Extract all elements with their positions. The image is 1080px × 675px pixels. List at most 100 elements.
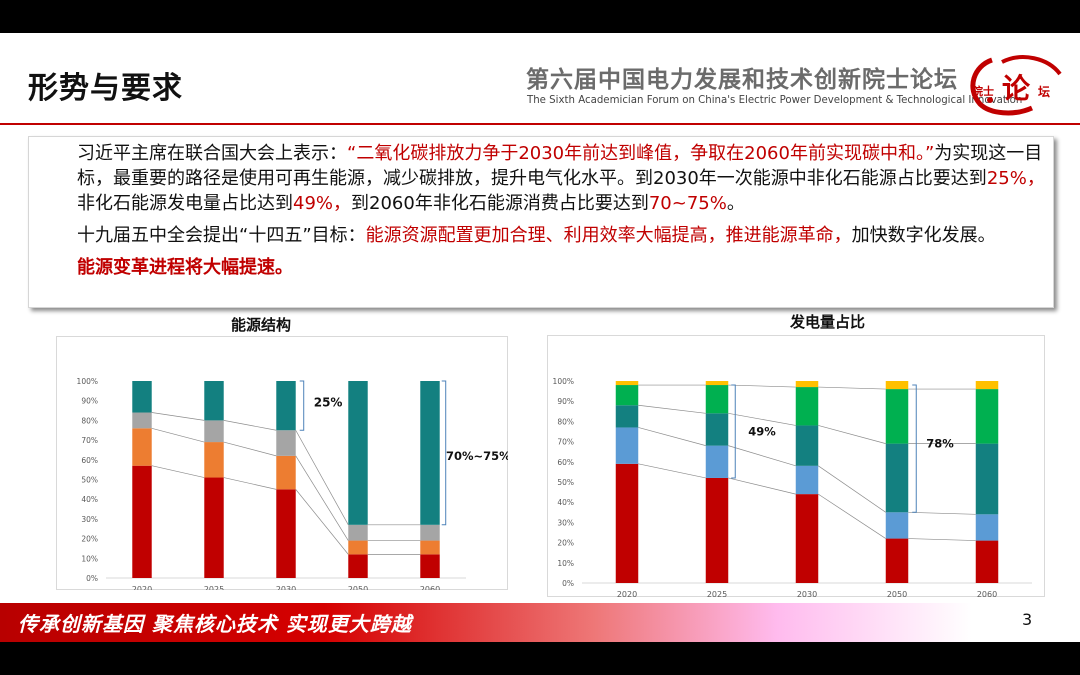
chart-2-series-lines bbox=[728, 445, 796, 467]
chart-2-y-tick: 90% bbox=[557, 397, 574, 406]
chart-1-annotation-70-75: 70%~75% bbox=[446, 449, 508, 463]
chart-1-y-tick: 70% bbox=[81, 436, 98, 445]
chart-2-x-tick: 2030 bbox=[797, 590, 817, 597]
chart-1-bar-segment bbox=[276, 381, 296, 431]
forum-title-en: The Sixth Academician Forum on China's E… bbox=[527, 95, 1023, 106]
chart-1-title: 能源结构 bbox=[231, 316, 292, 334]
chart-1-bar-segment bbox=[204, 420, 224, 443]
chart-1-series-lines bbox=[151, 412, 205, 421]
chart-1-x-tick: 2060 bbox=[420, 585, 440, 590]
chart-2-y-tick: 60% bbox=[557, 458, 574, 467]
chart-1-series-lines bbox=[223, 441, 277, 457]
chart-1-y-tick: 0% bbox=[86, 574, 98, 583]
chart-1-bar-segment bbox=[204, 442, 224, 478]
chart-2-bar-segment bbox=[795, 387, 819, 426]
chart-2-bracket-2050 bbox=[912, 384, 917, 513]
chart-1-bar-segment bbox=[132, 465, 152, 578]
p1-body-3: 到2060年非化石能源消费占比要达到 bbox=[351, 193, 649, 214]
chart-2-bar-segment bbox=[705, 413, 729, 446]
footer-slogan: 传承创新基因 聚焦核心技术 实现更大跨越 bbox=[18, 612, 412, 636]
page-title: 形势与要求 bbox=[28, 71, 183, 106]
chart-1-bar-segment bbox=[348, 381, 368, 525]
chart-2-annotation-49: 49% bbox=[748, 425, 776, 439]
chart-2-bar-segment bbox=[705, 381, 729, 386]
forum-title-cn: 第六届中国电力发展和技术创新院士论坛 bbox=[526, 67, 958, 93]
chart-1-y-tick: 80% bbox=[81, 416, 98, 425]
chart-1-annotation-25: 25% bbox=[314, 396, 343, 410]
chart-2-series-lines bbox=[908, 511, 976, 515]
chart-1-series-lines bbox=[151, 427, 205, 443]
chart-2-bar-segment bbox=[795, 494, 819, 583]
chart-2-x-tick: 2050 bbox=[887, 590, 907, 597]
footer-band bbox=[0, 603, 1080, 642]
chart-2-bar-segment bbox=[705, 445, 729, 478]
chart-1-bar-segment bbox=[420, 381, 440, 525]
chart-2-bar-segment bbox=[615, 381, 639, 386]
chart-2-bar-segment bbox=[885, 381, 909, 390]
chart-1-y-tick: 90% bbox=[81, 397, 98, 406]
chart-1-x-tick: 2050 bbox=[348, 585, 368, 590]
statement-textbox: 习近平主席在联合国大会上表示：“二氧化碳排放力争于2030年前达到峰值，争取在2… bbox=[28, 136, 1054, 308]
chart-1-bar-segment bbox=[348, 554, 368, 578]
chart-2-annotation-78: 78% bbox=[926, 437, 954, 451]
chart-2-bar-segment bbox=[795, 465, 819, 495]
chart-1-y-tick: 10% bbox=[81, 554, 98, 563]
chart-2-bar-segment bbox=[705, 385, 729, 414]
p2-intro: 十九届五中全会提出“十四五”目标： bbox=[77, 225, 366, 246]
chart-1-bar-segment bbox=[420, 554, 440, 578]
chart-1-bar-segment bbox=[420, 540, 440, 555]
chart-2-series-lines bbox=[818, 386, 886, 390]
chart-2-series-lines bbox=[728, 384, 796, 388]
p1-49pct: 49%， bbox=[293, 193, 352, 214]
generation-share-chart: 0% 10% 20% 30% 40% 50% 60% 70% 80% 90% 100% 2020 202… bbox=[553, 377, 1032, 597]
chart-2-bar-segment bbox=[975, 443, 999, 515]
chart-1-series-lines bbox=[295, 489, 349, 555]
chart-1-series-lines bbox=[223, 477, 277, 490]
chart-2-y-tick: 40% bbox=[557, 498, 574, 507]
chart-1-x-tick: 2030 bbox=[276, 585, 296, 590]
chart-2-bar-segment bbox=[795, 381, 819, 388]
chart-2-x-tick: 2025 bbox=[707, 590, 727, 597]
chart-1-y-tick: 100% bbox=[77, 377, 98, 386]
chart-1-y-tick: 40% bbox=[81, 495, 98, 504]
chart-2-bar-segment bbox=[975, 514, 999, 541]
chart-1-bar-segment bbox=[132, 381, 152, 413]
chart-2-bar-segment bbox=[885, 538, 909, 583]
chart-2-series-lines bbox=[908, 538, 976, 541]
chart-2-y-tick: 80% bbox=[557, 417, 574, 426]
energy-structure-chart: 0% 10% 20% 30% 40% 50% 60% 70% 80% 90% 100% 2020 202… bbox=[77, 377, 508, 590]
chart-1-bar-segment bbox=[132, 412, 152, 429]
chart-2-bar-segment bbox=[615, 463, 639, 583]
chart-2-bar-segment bbox=[615, 427, 639, 464]
chart-1-x-tick: 2025 bbox=[204, 585, 224, 590]
chart-1-y-tick: 60% bbox=[81, 456, 98, 465]
chart-1-series-lines bbox=[295, 430, 349, 525]
chart-1-series-lines bbox=[223, 420, 277, 431]
chart-2-bar-segment bbox=[615, 385, 639, 406]
chart-1-bracket-2030 bbox=[299, 380, 305, 431]
chart-2-series-lines bbox=[728, 477, 796, 495]
p1-body-2: 非化石能源发电量占比达到 bbox=[77, 193, 293, 214]
paragraph-2: 十九届五中全会提出“十四五”目标：能源资源配置更加合理、利用效率大幅提高，推进能… bbox=[37, 223, 1045, 248]
logo-text-lun: 论 bbox=[1002, 72, 1031, 105]
chart-2-bar-segment bbox=[885, 512, 909, 539]
chart-2-y-tick: 50% bbox=[557, 478, 574, 487]
chart-2-y-tick: 10% bbox=[557, 559, 574, 568]
chart-1-bar-segment bbox=[204, 381, 224, 421]
p2-end: 加快数字化发展。 bbox=[851, 225, 996, 246]
chart-2-y-tick: 30% bbox=[557, 518, 574, 527]
chart-2-bar-segment bbox=[975, 381, 999, 390]
chart-1-bar-segment bbox=[276, 430, 296, 456]
paragraph-1: 习近平主席在联合国大会上表示：“二氧化碳排放力争于2030年前达到峰值，争取在2… bbox=[37, 141, 1045, 216]
p1-quote: “二氧化碳排放力争于2030年前达到峰值，争取在2060年前实现碳中和。” bbox=[347, 143, 935, 164]
chart-1-bar-segment bbox=[132, 428, 152, 466]
p1-end: 。 bbox=[726, 193, 745, 214]
p1-25pct: 25%， bbox=[986, 168, 1045, 189]
chart-2-bracket-2030 bbox=[731, 384, 736, 479]
header-divider bbox=[0, 123, 1080, 125]
chart-1-bar-segment bbox=[420, 524, 440, 541]
chart-2-y-tick: 0% bbox=[562, 579, 574, 588]
chart-1-bar-segment bbox=[276, 489, 296, 578]
forum-logo: 院士 论 坛 bbox=[970, 55, 1062, 116]
chart-2-x-tick: 2020 bbox=[617, 590, 637, 597]
